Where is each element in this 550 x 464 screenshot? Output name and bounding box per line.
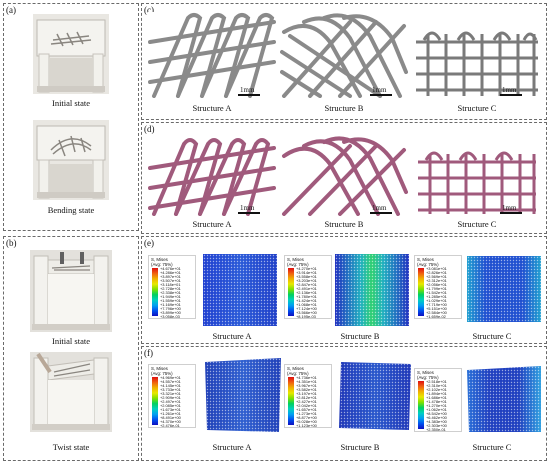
- panel-a-label: (a): [6, 5, 16, 15]
- panel-f: [141, 346, 547, 461]
- caption-c-c: Structure C: [457, 103, 497, 113]
- legend-colorbar: [152, 268, 158, 316]
- caption-b-initial: Initial state: [51, 336, 90, 346]
- lattice-photo-d-structure-c: [412, 134, 542, 216]
- caption-f-a: Structure A: [212, 442, 252, 452]
- legend-colorbar: [418, 268, 424, 316]
- legend-colorbar: [152, 377, 158, 425]
- lattice-photo-d-structure-a: [148, 134, 276, 216]
- caption-e-a: Structure A: [212, 331, 252, 341]
- panel-c: [141, 3, 547, 120]
- stress-legend-e-b: S, Mises (Avg: 75%) +4.270e+01 +3.914e+01…: [284, 255, 332, 319]
- caption-d-a: Structure A: [192, 219, 232, 229]
- scale-text-d2: 1mm: [372, 204, 387, 212]
- fem-mesh-e-c: [467, 256, 541, 322]
- stress-legend-e-c: S, Mises (Avg: 75%) +3.081e+01 +2.826e+01…: [414, 255, 462, 319]
- fem-mesh-f-c: [465, 366, 543, 434]
- fem-mesh-e-b: [335, 254, 409, 326]
- device-photo-twist-initial: [30, 250, 112, 332]
- fem-mesh-f-a: [203, 358, 283, 434]
- caption-c-b: Structure B: [324, 103, 364, 113]
- stress-legend-f-b: S, Mises (Avg: 75%) +4.736e+01 +4.351e+01…: [284, 364, 332, 428]
- legend-values: +3.081e+01 +2.826e+01 +2.569e+01 +2.312e+01…: [426, 266, 447, 319]
- caption-b-twist: Twist state: [52, 442, 90, 452]
- panel-e: [141, 236, 547, 344]
- scale-bar-c3: [500, 94, 522, 96]
- caption-d-c: Structure C: [457, 219, 497, 229]
- scale-text-c2: 1mm: [372, 86, 387, 94]
- caption-f-b: Structure B: [340, 442, 380, 452]
- scale-text-d3: 1mm: [502, 204, 517, 212]
- panel-b: [3, 236, 139, 461]
- scale-text-c1: 1mm: [240, 86, 255, 94]
- scale-bar-d2: [370, 212, 392, 214]
- device-photo-bending: [33, 120, 109, 200]
- caption-e-c: Structure C: [472, 331, 512, 341]
- scale-bar-c2: [370, 94, 392, 96]
- scale-bar-d1: [238, 212, 260, 214]
- legend-values: +4.969e+01 +4.557e+01 +4.145e+01 +3.733e+01…: [160, 375, 181, 428]
- legend-colorbar: [418, 381, 424, 429]
- device-photo-initial: [33, 14, 109, 94]
- legend-values: +4.736e+01 +4.351e+01 +3.967e+01 +3.582e+01…: [296, 375, 317, 428]
- panel-e-label: (e): [144, 238, 154, 248]
- scale-text-d1: 1mm: [240, 204, 255, 212]
- stress-legend-f-a: S, Mises (Avg: 75%) +4.969e+01 +4.557e+01…: [148, 364, 196, 428]
- legend-values: +4.270e+01 +3.914e+01 +3.558e+01 +3.203e+01…: [296, 266, 317, 319]
- stress-legend-f-c: S, Mises (Avg: 75%) +2.518e+01 +2.310e+01…: [414, 368, 462, 432]
- scale-bar-c1: [238, 94, 260, 96]
- caption-a-initial: Initial state: [51, 98, 90, 108]
- lattice-photo-d-structure-b: [280, 134, 408, 216]
- device-photo-twist: [30, 352, 112, 432]
- legend-colorbar: [288, 268, 294, 316]
- legend-values: +4.676e+01 +4.286e+01 +3.897e+01 +3.507e+01…: [160, 266, 181, 319]
- legend-values: +2.518e+01 +2.310e+01 +2.102e+01 +1.894e+01…: [426, 379, 447, 432]
- stress-legend-e-a: S, Mises (Avg: 75%) +4.676e+01 +4.286e+01…: [148, 255, 196, 319]
- panel-f-label: (f): [144, 348, 153, 358]
- caption-d-b: Structure B: [324, 219, 364, 229]
- scale-text-c3: 1mm: [502, 86, 517, 94]
- legend-title: S, Mises (Avg: 75%): [151, 257, 173, 267]
- lattice-photo-c-structure-c: [412, 12, 542, 98]
- caption-f-c: Structure C: [472, 442, 512, 452]
- panel-b-label: (b): [6, 238, 17, 248]
- fem-mesh-f-b: [337, 360, 413, 432]
- panel-a: [3, 3, 139, 231]
- legend-colorbar: [288, 377, 294, 425]
- lattice-photo-c-structure-a: [148, 12, 276, 98]
- caption-a-bending: Bending state: [47, 205, 95, 215]
- scale-bar-d3: [500, 212, 522, 214]
- caption-c-a: Structure A: [192, 103, 232, 113]
- caption-e-b: Structure B: [340, 331, 380, 341]
- fem-mesh-e-a: [203, 254, 277, 326]
- panel-d-label: (d): [144, 124, 155, 134]
- panel-c-label: (c): [144, 5, 154, 15]
- panel-d: [141, 122, 547, 234]
- lattice-photo-c-structure-b: [280, 12, 408, 98]
